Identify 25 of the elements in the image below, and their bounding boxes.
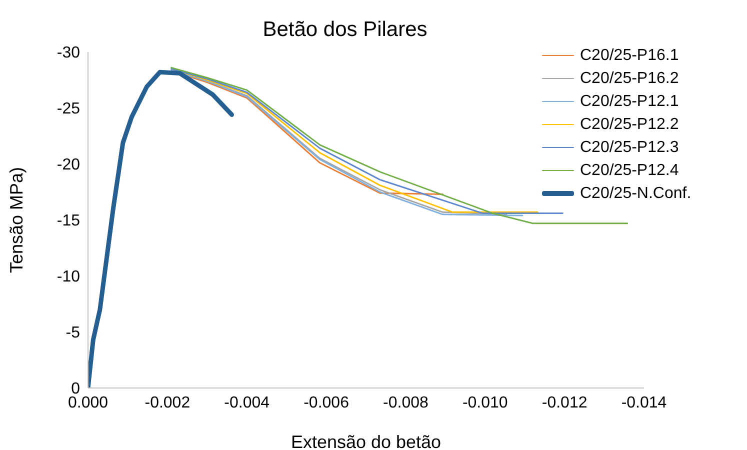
legend-label: C20/25-P12.3 (580, 138, 679, 156)
y-tick-label: -20 (56, 156, 80, 174)
y-tick-label: -30 (56, 44, 80, 62)
x-tick-label: 0.000 (68, 394, 108, 412)
x-tick-label: -0.014 (621, 394, 667, 412)
y-tick-label: -15 (56, 212, 80, 230)
x-tick-label: -0.006 (304, 394, 350, 412)
legend-label: C20/25-P12.2 (580, 116, 679, 134)
y-tick-label: -10 (56, 268, 80, 286)
y-axis-title: Tensão MPa) (6, 166, 26, 274)
legend-label: C20/25-P12.1 (580, 92, 679, 110)
legend-label: C20/25-P16.2 (580, 70, 679, 88)
legend-label: C20/25-P12.4 (580, 162, 679, 180)
x-tick-label: -0.004 (224, 394, 270, 412)
x-tick-label: -0.002 (144, 394, 190, 412)
x-tick-label: -0.008 (383, 394, 428, 412)
chart-title: Betão dos Pilares (262, 18, 428, 42)
x-axis-title: Extensão do betão (290, 432, 442, 450)
line-series (88, 70, 234, 388)
legend-label: C20/25-P16.1 (580, 46, 679, 64)
y-tick-label: -5 (66, 324, 80, 342)
y-tick-label: -25 (56, 100, 80, 118)
x-tick-label: -0.010 (462, 394, 508, 412)
x-tick-label: -0.012 (542, 394, 588, 412)
legend-label: C20/25-N.Conf. (580, 184, 692, 202)
